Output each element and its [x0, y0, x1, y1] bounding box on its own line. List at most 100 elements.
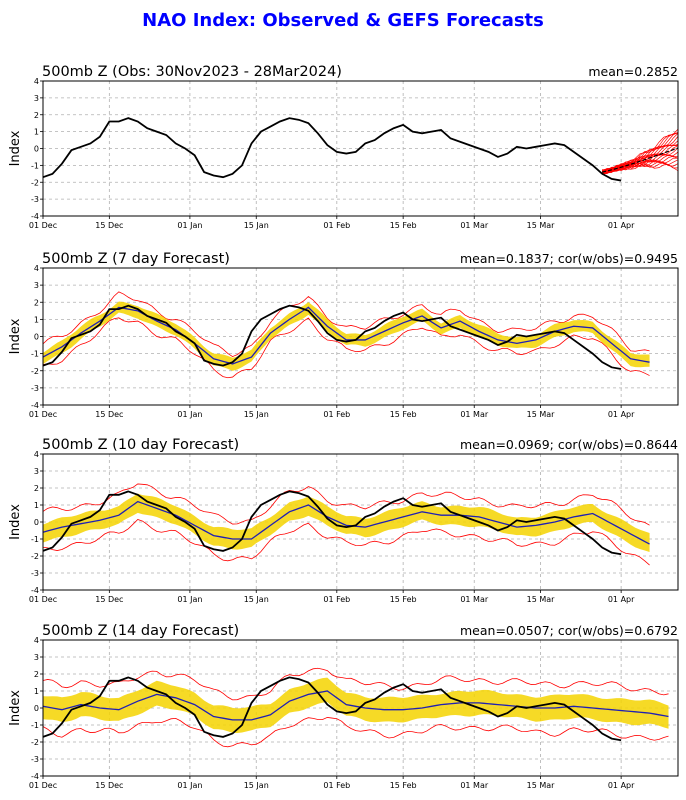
ensemble-envelope-line [42, 717, 669, 748]
plot-frame [42, 80, 679, 217]
x-tick-label: 01 Dec [29, 781, 57, 790]
panel-stats: mean=0.2852 [588, 64, 678, 79]
x-tick-label: 15 Mar [527, 410, 556, 419]
chart-panel-4: 500mb Z (14 day Forecast) mean=0.0507; co… [8, 623, 679, 790]
y-tick-label: 4 [34, 450, 39, 459]
observed-line [42, 117, 622, 182]
y-tick-label: 2 [34, 298, 39, 307]
x-tick-label: 15 Dec [95, 410, 123, 419]
x-tick-label: 01 Feb [323, 410, 350, 419]
x-tick-label: 01 Dec [29, 410, 57, 419]
panel-stats: mean=0.0969; cor(w/obs)=0.8644 [460, 437, 678, 452]
x-tick-label: 15 Dec [95, 221, 123, 230]
forecast-member-line [602, 155, 679, 173]
x-tick-label: 01 Mar [460, 595, 489, 604]
x-tick-label: 01 Feb [323, 221, 350, 230]
y-axis-label: Index [8, 130, 23, 166]
panel-title: 500mb Z (7 day Forecast) [42, 251, 230, 267]
y-tick-label: 1 [34, 128, 39, 137]
ensemble-envelope-line [42, 483, 650, 526]
x-tick-label: 15 Feb [390, 595, 417, 604]
x-tick-label: 01 Apr [608, 410, 635, 419]
y-axis-label: Index [8, 690, 23, 726]
y-tick-label: -1 [31, 161, 39, 170]
ensemble-envelope-line [42, 317, 650, 379]
ensemble-mean-line [42, 690, 669, 721]
y-tick-label: 4 [34, 636, 39, 645]
y-tick-label: -4 [31, 212, 39, 221]
y-tick-label: -1 [31, 535, 39, 544]
x-tick-label: 01 Mar [460, 781, 489, 790]
ensemble-envelope-line [42, 667, 669, 701]
x-tick-label: 01 Jan [177, 410, 202, 419]
y-tick-label: 1 [34, 501, 39, 510]
y-tick-label: -1 [31, 721, 39, 730]
panel-stats: mean=0.0507; cor(w/obs)=0.6792 [460, 623, 678, 638]
x-tick-label: 01 Jan [177, 595, 202, 604]
ensemble-spread-band [43, 677, 669, 734]
y-tick-label: 0 [34, 704, 39, 713]
x-tick-label: 01 Apr [608, 781, 635, 790]
x-tick-label: 15 Jan [244, 781, 269, 790]
x-tick-label: 15 Jan [244, 221, 269, 230]
panel-title: 500mb Z (Obs: 30Nov2023 - 28Mar2024) [42, 64, 342, 80]
x-tick-label: 15 Feb [390, 410, 417, 419]
plot-frame [42, 639, 679, 777]
y-tick-label: 3 [34, 281, 39, 290]
y-tick-label: -4 [31, 586, 39, 595]
y-tick-label: 0 [34, 145, 39, 154]
ensemble-envelope-line [42, 518, 650, 566]
ensemble-spread-band [43, 301, 650, 371]
x-tick-label: 01 Jan [177, 221, 202, 230]
y-tick-label: -1 [31, 350, 39, 359]
x-tick-label: 01 Feb [323, 595, 350, 604]
x-tick-label: 15 Mar [527, 221, 556, 230]
x-tick-label: 15 Mar [527, 595, 556, 604]
x-tick-label: 15 Feb [390, 221, 417, 230]
forecast-mean-line [602, 147, 679, 173]
plot-frame [42, 267, 679, 406]
observed-line [42, 490, 622, 556]
chart-panel-2: 500mb Z (7 day Forecast) mean=0.1837; cor… [8, 251, 679, 419]
x-tick-label: 15 Jan [244, 410, 269, 419]
x-tick-label: 01 Dec [29, 595, 57, 604]
x-tick-label: 15 Jan [244, 595, 269, 604]
x-tick-label: 01 Apr [608, 221, 635, 230]
x-tick-label: 01 Apr [608, 595, 635, 604]
ensemble-mean-line [42, 500, 650, 545]
y-tick-label: 3 [34, 94, 39, 103]
y-tick-label: -3 [31, 384, 39, 393]
y-tick-label: -4 [31, 772, 39, 781]
panel-title: 500mb Z (14 day Forecast) [42, 623, 239, 639]
y-tick-label: 4 [34, 77, 39, 86]
x-tick-label: 01 Dec [29, 221, 57, 230]
ensemble-spread-band [43, 493, 650, 553]
x-tick-label: 01 Feb [323, 781, 350, 790]
page-title: NAO Index: Observed & GEFS Forecasts [142, 10, 544, 31]
y-tick-label: 3 [34, 653, 39, 662]
forecast-member-line [602, 132, 679, 173]
chart-panel-3: 500mb Z (10 day Forecast) mean=0.0969; co… [8, 437, 679, 604]
x-tick-label: 01 Mar [460, 410, 489, 419]
y-tick-label: -2 [31, 552, 39, 561]
y-tick-label: 1 [34, 687, 39, 696]
y-tick-label: 3 [34, 467, 39, 476]
y-tick-label: -3 [31, 755, 39, 764]
chart-panel-1: 500mb Z (Obs: 30Nov2023 - 28Mar2024) mean… [8, 64, 679, 230]
y-axis-label: Index [8, 504, 23, 540]
ensemble-envelope-line [42, 291, 650, 358]
x-tick-label: 15 Dec [95, 781, 123, 790]
y-tick-label: -2 [31, 178, 39, 187]
y-tick-label: 2 [34, 484, 39, 493]
observed-line [42, 676, 622, 742]
y-axis-label: Index [8, 318, 23, 354]
forecast-member-line [601, 145, 679, 173]
x-tick-label: 01 Mar [460, 221, 489, 230]
panel-stats: mean=0.1837; cor(w/obs)=0.9495 [460, 251, 678, 266]
observed-line [42, 304, 622, 370]
x-tick-label: 15 Mar [527, 781, 556, 790]
plot-frame [42, 453, 679, 591]
y-tick-label: -4 [31, 401, 39, 410]
y-tick-label: -3 [31, 195, 39, 204]
